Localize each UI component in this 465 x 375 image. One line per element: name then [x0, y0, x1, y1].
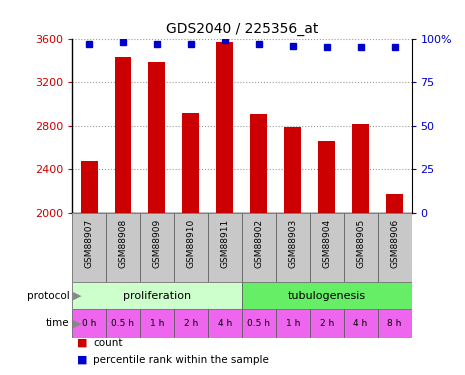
- Bar: [148, 62, 166, 213]
- Text: 1 h: 1 h: [150, 319, 164, 328]
- Bar: [174, 309, 208, 338]
- Text: 2 h: 2 h: [319, 319, 334, 328]
- Bar: [378, 213, 412, 282]
- Bar: [386, 194, 403, 213]
- Bar: [80, 160, 98, 213]
- Bar: [250, 114, 267, 213]
- Bar: [140, 213, 174, 282]
- Bar: [114, 57, 132, 213]
- Bar: [72, 309, 106, 338]
- Text: time: time: [46, 318, 70, 328]
- Text: 2 h: 2 h: [184, 319, 198, 328]
- Title: GDS2040 / 225356_at: GDS2040 / 225356_at: [166, 22, 318, 36]
- Text: 4 h: 4 h: [218, 319, 232, 328]
- Text: GSM88909: GSM88909: [153, 219, 161, 268]
- Text: ■: ■: [77, 355, 87, 365]
- Text: proliferation: proliferation: [123, 291, 191, 301]
- Text: GSM88911: GSM88911: [220, 219, 229, 268]
- Bar: [318, 141, 335, 213]
- Bar: [72, 282, 242, 309]
- Text: 0.5 h: 0.5 h: [112, 319, 134, 328]
- Bar: [174, 213, 208, 282]
- Bar: [242, 213, 276, 282]
- Bar: [276, 309, 310, 338]
- Bar: [242, 282, 412, 309]
- Text: ■: ■: [77, 338, 87, 348]
- Bar: [72, 213, 106, 282]
- Bar: [276, 213, 310, 282]
- Text: 1 h: 1 h: [286, 319, 300, 328]
- Bar: [216, 42, 233, 213]
- Text: GSM88907: GSM88907: [85, 219, 93, 268]
- Bar: [208, 309, 242, 338]
- Bar: [352, 124, 369, 213]
- Text: 8 h: 8 h: [387, 319, 402, 328]
- Text: 0.5 h: 0.5 h: [247, 319, 270, 328]
- Text: tubulogenesis: tubulogenesis: [287, 291, 366, 301]
- Bar: [378, 309, 412, 338]
- Text: count: count: [93, 338, 122, 348]
- Text: GSM88905: GSM88905: [356, 219, 365, 268]
- Bar: [344, 213, 378, 282]
- Bar: [106, 309, 140, 338]
- Text: GSM88906: GSM88906: [390, 219, 399, 268]
- Bar: [140, 309, 174, 338]
- Text: GSM88902: GSM88902: [254, 219, 263, 268]
- Text: protocol: protocol: [27, 291, 70, 301]
- Text: GSM88904: GSM88904: [322, 219, 331, 268]
- Bar: [310, 309, 344, 338]
- Text: ▶: ▶: [73, 291, 81, 301]
- Bar: [344, 309, 378, 338]
- Bar: [106, 213, 140, 282]
- Text: 0 h: 0 h: [82, 319, 96, 328]
- Text: percentile rank within the sample: percentile rank within the sample: [93, 355, 269, 365]
- Text: GSM88903: GSM88903: [288, 219, 297, 268]
- Bar: [242, 309, 276, 338]
- Text: GSM88908: GSM88908: [119, 219, 127, 268]
- Bar: [284, 127, 301, 213]
- Bar: [310, 213, 344, 282]
- Bar: [182, 113, 199, 213]
- Text: 4 h: 4 h: [353, 319, 368, 328]
- Bar: [208, 213, 242, 282]
- Text: GSM88910: GSM88910: [186, 219, 195, 268]
- Text: ▶: ▶: [73, 318, 81, 328]
